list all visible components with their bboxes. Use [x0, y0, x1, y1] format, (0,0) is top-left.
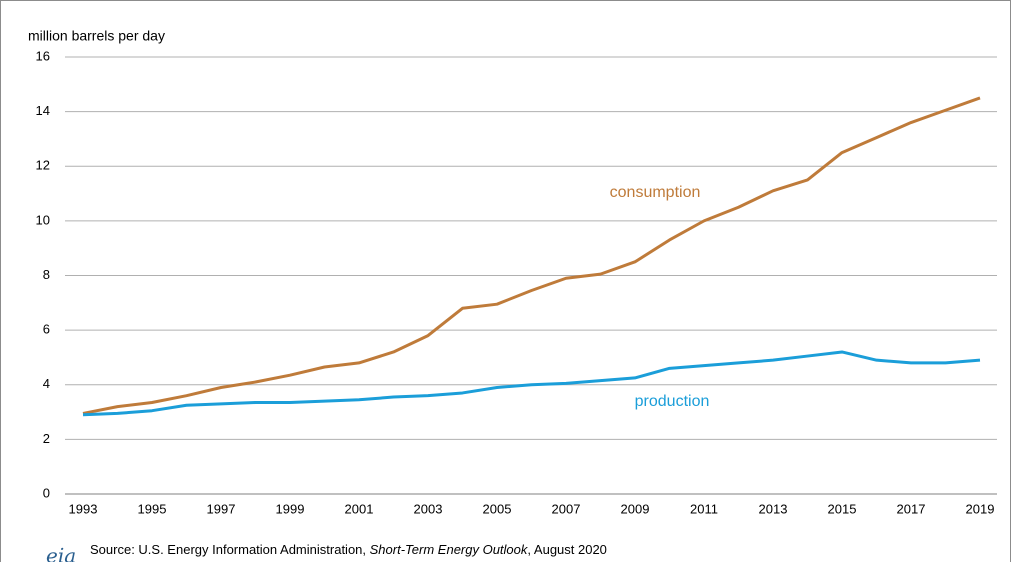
- y-tick-label: 16: [36, 48, 50, 63]
- x-tick-label: 2003: [414, 501, 443, 516]
- y-tick-label: 6: [43, 322, 50, 337]
- y-tick-label: 10: [36, 212, 50, 227]
- x-tick-label: 1995: [138, 501, 167, 516]
- y-tick-label: 8: [43, 267, 50, 282]
- y-tick-label: 2: [43, 431, 50, 446]
- x-tick-label: 2011: [690, 501, 718, 516]
- source-text: Source: U.S. Energy Information Administ…: [90, 542, 370, 557]
- y-tick-label: 0: [43, 485, 50, 500]
- y-tick-label: 14: [36, 103, 50, 118]
- logo: eia: [46, 544, 76, 562]
- x-tick-label: 2017: [897, 501, 926, 516]
- x-tick-label: 2001: [345, 501, 374, 516]
- x-tick-label: 2013: [759, 501, 788, 516]
- x-tick-label: 2005: [483, 501, 512, 516]
- source-date: , August 2020: [527, 542, 607, 557]
- series-label: production: [635, 393, 710, 410]
- x-tick-label: 2015: [828, 501, 857, 516]
- y-tick-label: 4: [43, 376, 50, 391]
- x-tick-label: 2019: [966, 501, 995, 516]
- x-tick-label: 1999: [276, 501, 305, 516]
- series-label: consumption: [610, 184, 701, 201]
- x-tick-label: 1993: [69, 501, 98, 516]
- y-tick-label: 12: [36, 158, 50, 173]
- series-line: [82, 96, 981, 415]
- y-axis-label: million barrels per day: [28, 28, 165, 44]
- source-title: Short-Term Energy Outlook: [370, 542, 529, 557]
- x-tick-label: 2009: [621, 501, 650, 516]
- series-line: [82, 350, 981, 417]
- x-tick-label: 2007: [552, 501, 581, 516]
- source-note: Source: U.S. Energy Information Administ…: [90, 542, 607, 557]
- x-tick-label: 1997: [207, 501, 236, 516]
